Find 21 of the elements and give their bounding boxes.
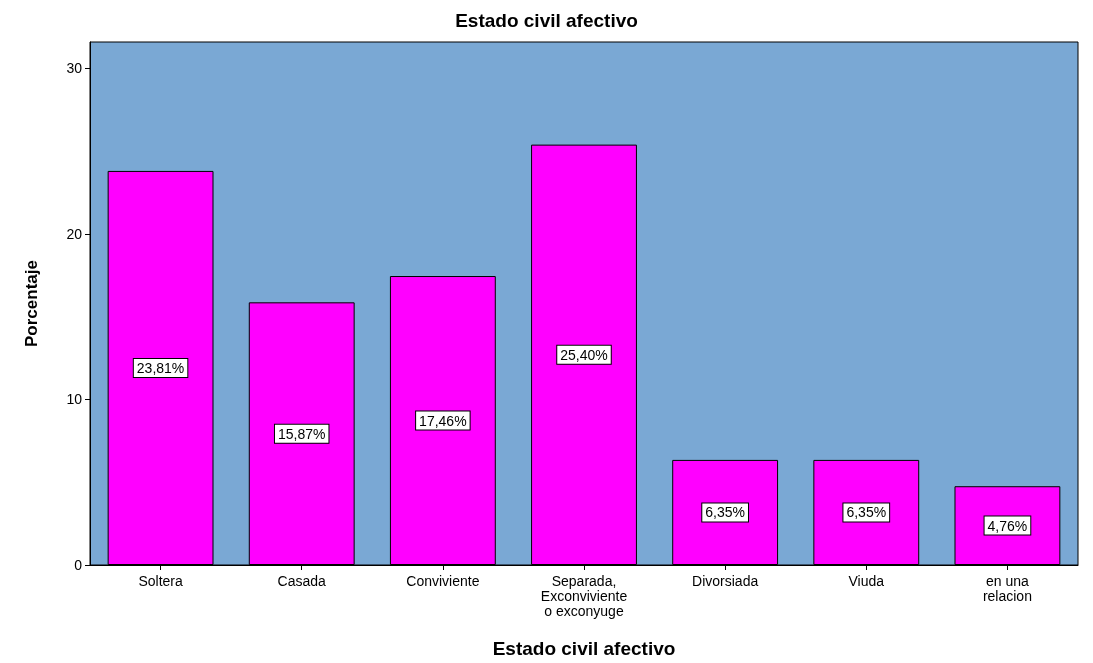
x-tick-label: Viuda bbox=[848, 572, 885, 589]
y-tick-label: 30 bbox=[66, 60, 83, 77]
y-tick-label: 0 bbox=[74, 557, 83, 573]
y-axis-title: Porcentaje bbox=[22, 260, 41, 347]
x-tick-label: Casada bbox=[277, 572, 327, 589]
y-tick-label: 20 bbox=[66, 225, 83, 242]
data-label: 4,76% bbox=[987, 517, 1028, 534]
x-tick-label: Soltera bbox=[138, 572, 183, 589]
x-tick-label: Separada, Exconviviente o exconyuge bbox=[540, 572, 628, 619]
data-label: 6,35% bbox=[846, 504, 887, 521]
chart-title: Estado civil afectivo bbox=[455, 10, 638, 31]
data-label: 25,40% bbox=[560, 346, 608, 363]
data-label: 15,87% bbox=[277, 425, 326, 442]
x-tick-label: en una relacion bbox=[982, 572, 1032, 604]
x-tick-label: Conviviente bbox=[406, 572, 480, 589]
data-label: 23,81% bbox=[136, 359, 185, 376]
x-axis-title: Estado civil afectivo bbox=[492, 638, 676, 659]
data-label: 6,35% bbox=[705, 504, 745, 521]
y-tick-label: 10 bbox=[66, 391, 83, 408]
x-tick-label: Divorsiada bbox=[692, 572, 759, 589]
data-label: 17,46% bbox=[419, 412, 467, 429]
